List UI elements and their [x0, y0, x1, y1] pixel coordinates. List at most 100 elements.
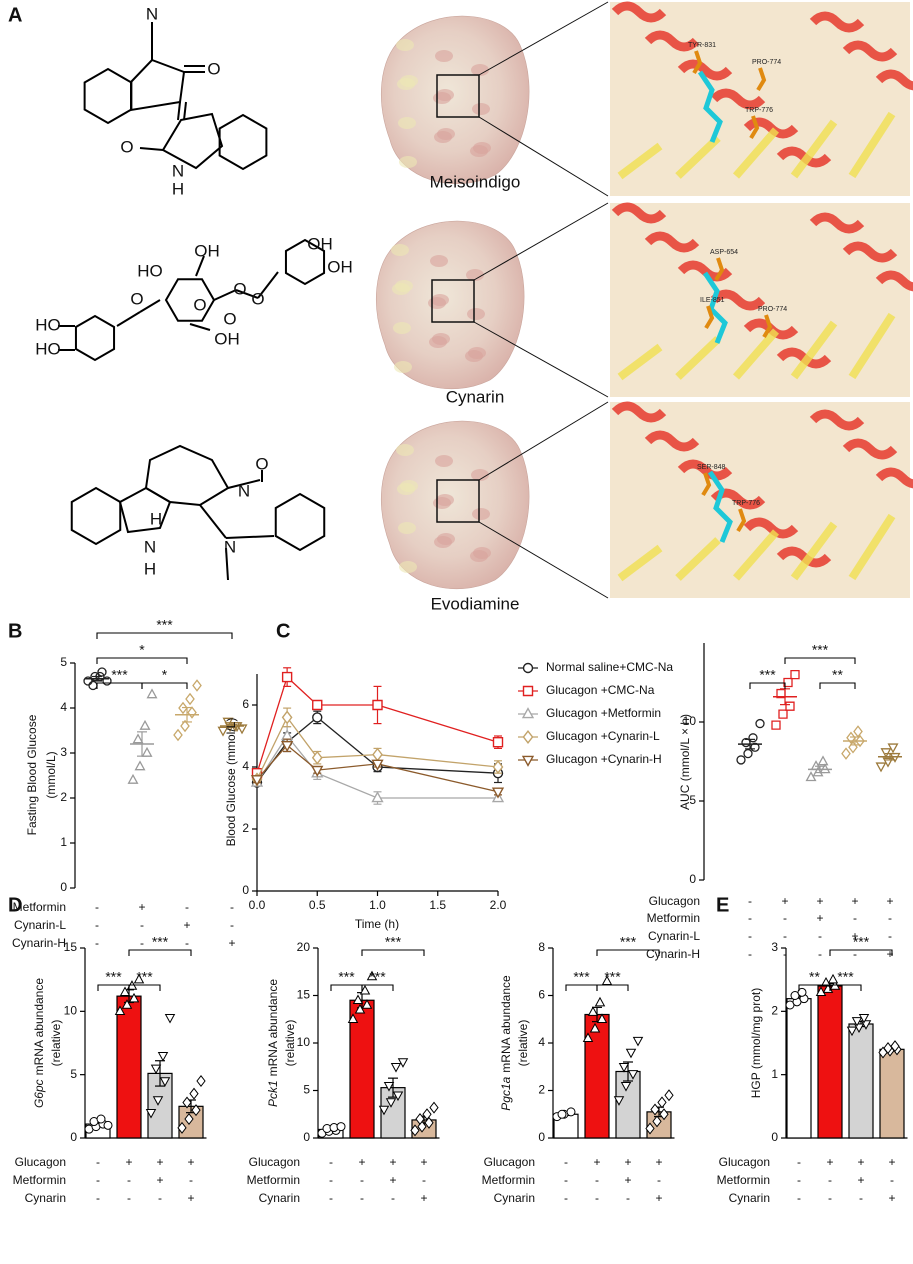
data-point [424, 1116, 434, 1129]
significance-bracket [96, 657, 188, 664]
data-point [103, 1120, 113, 1130]
y-axis-label: Blood Glucose (mmol/L) [224, 718, 238, 847]
surface-patch [399, 156, 417, 168]
y-tick-label: 10 [297, 1035, 311, 1049]
data-point [371, 791, 384, 803]
condition-sign: + [420, 1191, 427, 1205]
helix [677, 260, 733, 282]
bond [225, 535, 275, 539]
condition-sign: - [748, 947, 752, 961]
significance-label: *** [156, 617, 173, 633]
strand [732, 328, 780, 380]
zoom-line [478, 401, 609, 481]
legend-label: Glucagon +Metformin [546, 706, 661, 720]
significance-bracket [819, 682, 856, 689]
significance-bracket [361, 984, 394, 991]
significance-label: *** [136, 969, 153, 985]
data-point [90, 671, 100, 682]
condition-sign: + [826, 1155, 833, 1169]
condition-sign: + [228, 936, 235, 950]
condition-label: Metformin [482, 1173, 535, 1187]
data-point [491, 787, 505, 799]
data-point [152, 1096, 164, 1106]
condition-sign: + [888, 1155, 895, 1169]
surface-patch [435, 455, 453, 467]
y-tick-label: 3 [60, 745, 67, 759]
y-tick-label: 10 [64, 1004, 78, 1018]
data-point [783, 677, 793, 688]
y-tick-label: 0 [70, 1130, 77, 1144]
atom-label: N [144, 537, 156, 556]
data-point [492, 737, 504, 748]
helix [809, 11, 865, 33]
atom-label: HO [35, 315, 61, 334]
zoom-line [473, 202, 609, 281]
data-point [95, 671, 105, 682]
y-axis-label: G6pc mRNA abundance [32, 978, 46, 1108]
significance-label: *** [152, 934, 169, 950]
data-point [177, 1121, 187, 1134]
condition-sign: - [748, 894, 752, 908]
data-point [743, 748, 753, 759]
surface-patch [437, 128, 455, 140]
bar [349, 999, 375, 1139]
condition-sign: - [564, 1173, 568, 1187]
surface-patch [472, 508, 490, 520]
condition-sign: + [851, 894, 858, 908]
data-point [178, 701, 188, 715]
helix [611, 401, 667, 423]
data-point [797, 987, 807, 997]
data-point [492, 760, 504, 774]
data-point [336, 1122, 346, 1132]
condition-label: Cynarin [729, 1191, 770, 1205]
condition-sign: - [422, 1173, 426, 1187]
data-point [664, 1089, 674, 1102]
surface-patch [400, 480, 418, 492]
data-point [589, 1022, 601, 1033]
data-point [771, 720, 781, 730]
panel-label: C [276, 620, 290, 642]
condition-sign: - [158, 1191, 162, 1205]
zoom-line [478, 1, 609, 76]
y-axis-label: (mmol/L) [44, 751, 58, 798]
condition-sign: + [624, 1173, 631, 1187]
data-point [618, 1063, 630, 1073]
data-point [851, 1017, 863, 1027]
y-axis-label: Fasting Blood Glucose [25, 714, 39, 835]
data-point [650, 1103, 660, 1116]
condition-sign: - [748, 911, 752, 925]
condition-sign: - [853, 947, 857, 961]
surface-patch [437, 533, 455, 545]
legend-marker [522, 730, 534, 744]
significance-label: *** [837, 969, 854, 985]
surface-patch [471, 64, 489, 76]
condition-sign: + [886, 947, 893, 961]
bar [848, 1023, 874, 1139]
atom-label: OH [307, 234, 333, 253]
condition-sign: + [183, 918, 190, 932]
condition-label: Metformin [247, 1173, 300, 1187]
condition-sign: - [360, 1191, 364, 1205]
condition-label: Metformin [13, 1173, 66, 1187]
condition-sign: - [783, 947, 787, 961]
data-point [594, 996, 606, 1007]
protein-surface [376, 220, 525, 390]
helix [710, 88, 766, 110]
surface-patch [466, 269, 484, 281]
data-point [119, 986, 131, 997]
surface-patch [467, 308, 485, 320]
strand [848, 111, 896, 179]
zoom-box [436, 479, 480, 523]
ring [144, 444, 230, 507]
data-point [157, 1051, 169, 1062]
condition-sign: - [329, 1191, 333, 1205]
data-point [312, 712, 323, 723]
surface-patch [436, 89, 454, 101]
data-point [613, 1096, 625, 1106]
condition-sign: - [329, 1155, 333, 1169]
data-point [184, 1112, 194, 1126]
data-point [132, 733, 144, 744]
y-tick-label: 4 [538, 1035, 545, 1049]
condition-sign: - [96, 1191, 100, 1205]
surface-patch [396, 444, 414, 456]
